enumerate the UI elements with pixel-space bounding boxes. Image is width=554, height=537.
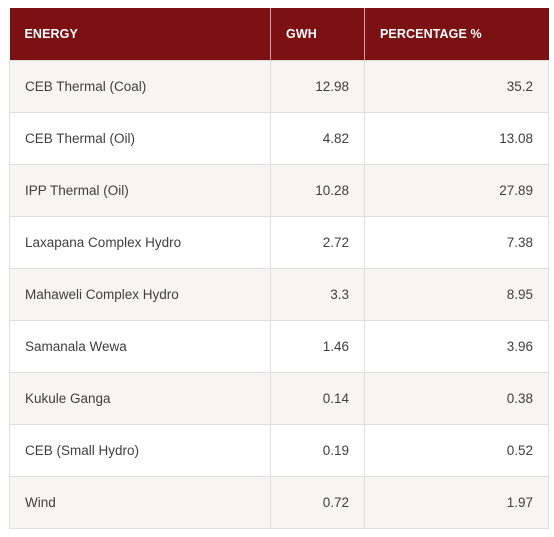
table-row: CEB Thermal (Coal) 12.98 35.2 — [9, 59, 549, 113]
table-row: CEB Thermal (Oil) 4.82 13.08 — [9, 111, 549, 165]
gwh-cell: 12.98 — [270, 59, 365, 113]
percentage-cell: 13.08 — [364, 111, 549, 165]
energy-cell: Mahaweli Complex Hydro — [9, 267, 271, 321]
energy-table: ENERGY GWH PERCENTAGE % CEB Thermal (Coa… — [9, 8, 549, 529]
energy-cell: CEB Thermal (Oil) — [9, 111, 271, 165]
table-row: Kukule Ganga 0.14 0.38 — [9, 371, 549, 425]
gwh-cell: 0.19 — [270, 423, 365, 477]
energy-cell: Laxapana Complex Hydro — [9, 215, 271, 269]
energy-table-container: ENERGY GWH PERCENTAGE % CEB Thermal (Coa… — [9, 8, 549, 529]
energy-cell: CEB (Small Hydro) — [9, 423, 271, 477]
percentage-cell: 0.38 — [364, 371, 549, 425]
table-row: Wind 0.72 1.97 — [9, 475, 549, 529]
gwh-cell: 3.3 — [270, 267, 365, 321]
table-body: CEB Thermal (Coal) 12.98 35.2 CEB Therma… — [9, 59, 549, 529]
gwh-cell: 4.82 — [270, 111, 365, 165]
energy-cell: IPP Thermal (Oil) — [9, 163, 271, 217]
header-row: ENERGY GWH PERCENTAGE % — [9, 8, 549, 60]
gwh-cell: 0.14 — [270, 371, 365, 425]
percentage-cell: 3.96 — [364, 319, 549, 373]
percentage-cell: 35.2 — [364, 59, 549, 113]
column-header-energy: ENERGY — [9, 8, 271, 60]
percentage-cell: 8.95 — [364, 267, 549, 321]
energy-cell: CEB Thermal (Coal) — [9, 59, 271, 113]
energy-cell: Samanala Wewa — [9, 319, 271, 373]
percentage-cell: 1.97 — [364, 475, 549, 529]
column-header-gwh: GWH — [270, 8, 365, 60]
table-row: CEB (Small Hydro) 0.19 0.52 — [9, 423, 549, 477]
gwh-cell: 10.28 — [270, 163, 365, 217]
table-header: ENERGY GWH PERCENTAGE % — [9, 8, 549, 60]
column-header-percentage: PERCENTAGE % — [364, 8, 549, 60]
table-row: Samanala Wewa 1.46 3.96 — [9, 319, 549, 373]
table-row: IPP Thermal (Oil) 10.28 27.89 — [9, 163, 549, 217]
percentage-cell: 7.38 — [364, 215, 549, 269]
table-row: Laxapana Complex Hydro 2.72 7.38 — [9, 215, 549, 269]
gwh-cell: 0.72 — [270, 475, 365, 529]
percentage-cell: 27.89 — [364, 163, 549, 217]
energy-cell: Wind — [9, 475, 271, 529]
table-row: Mahaweli Complex Hydro 3.3 8.95 — [9, 267, 549, 321]
energy-cell: Kukule Ganga — [9, 371, 271, 425]
gwh-cell: 2.72 — [270, 215, 365, 269]
percentage-cell: 0.52 — [364, 423, 549, 477]
gwh-cell: 1.46 — [270, 319, 365, 373]
